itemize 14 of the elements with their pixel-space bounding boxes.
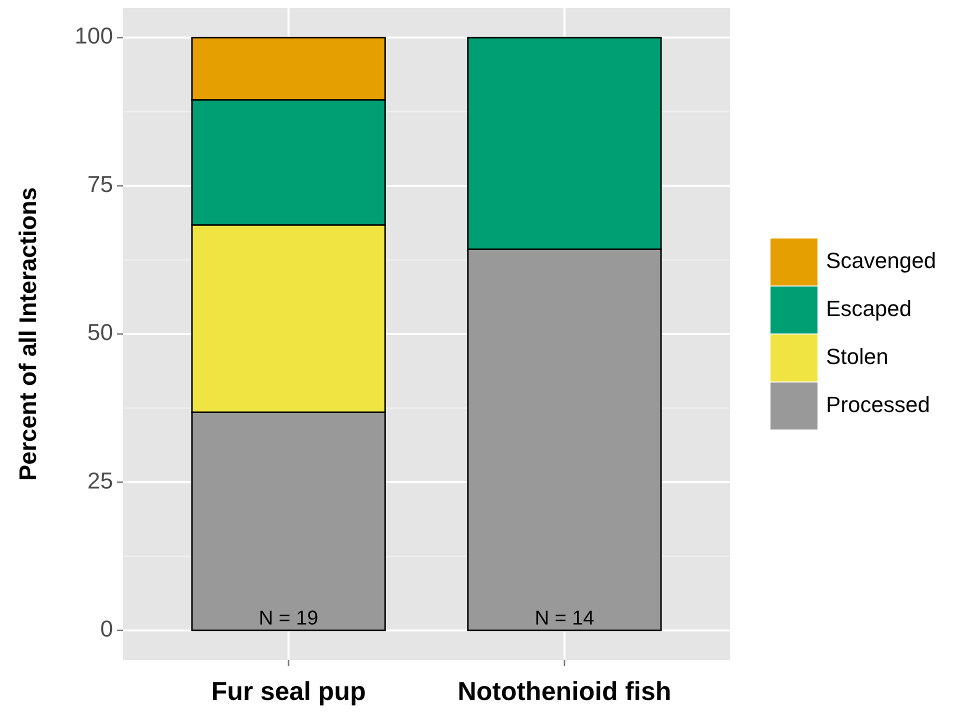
x-tick-label: Notothenioid fish — [458, 676, 672, 706]
y-tick-label: 50 — [87, 319, 113, 346]
y-tick-label: 0 — [100, 615, 113, 642]
y-tick-label: 100 — [74, 22, 113, 49]
legend-label: Stolen — [826, 344, 888, 369]
legend-label: Scavenged — [826, 248, 936, 273]
y-axis-title: Percent of all Interactions — [15, 187, 42, 481]
legend-label: Escaped — [826, 296, 912, 321]
x-tick-label: Fur seal pup — [211, 676, 366, 706]
annotation: N = 14 — [534, 607, 594, 630]
y-tick-label: 75 — [87, 170, 113, 197]
legend-label: Processed — [826, 392, 930, 417]
annotation: N = 19 — [258, 607, 318, 630]
y-tick-label: 25 — [87, 467, 113, 494]
